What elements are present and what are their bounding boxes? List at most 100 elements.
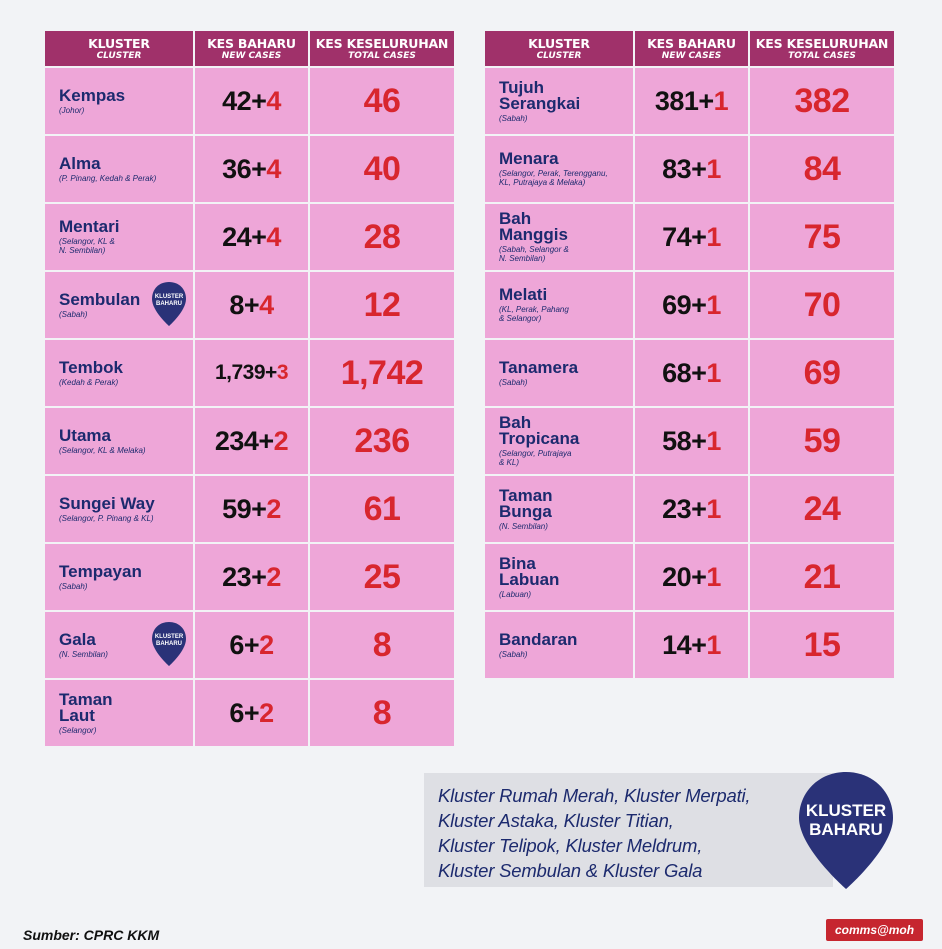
- header-total-cases-sublabel: TOTAL CASES: [788, 50, 856, 61]
- new-cases-cell: 23+1: [635, 476, 748, 542]
- cluster-region: (Selangor, KL & N. Sembilan): [59, 237, 115, 255]
- cluster-row: Bah Manggis (Sabah, Selangor & N. Sembila…: [485, 204, 894, 270]
- new-cases-increment: 3: [276, 361, 289, 384]
- total-cases-cell: 25: [310, 544, 454, 610]
- new-cases-increment: 4: [266, 85, 281, 116]
- total-cases-value: 236: [354, 421, 410, 460]
- new-cases-base: 58+: [662, 425, 707, 456]
- total-cases-cell: 84: [750, 136, 894, 202]
- pin-line: BAHARU: [156, 641, 182, 647]
- total-cases-value: 8: [372, 693, 392, 732]
- cluster-row: Mentari (Selangor, KL & N. Sembilan) 24+4 2…: [45, 204, 454, 270]
- cluster-cell: Sembulan (Sabah) KLUSTER BAHARU: [45, 272, 193, 338]
- left-table-body: Kempas (Johor) 42+4 46 Alma (P. Pinang, Kedah…: [45, 68, 454, 746]
- new-cases-cell: 83+1: [635, 136, 748, 202]
- cluster-name: Bandaran: [499, 629, 578, 649]
- cluster-cell: Tembok (Kedah & Perak): [45, 340, 193, 406]
- total-cases-value: 24: [803, 489, 841, 528]
- new-cases-increment: 2: [259, 697, 274, 728]
- total-cases-value: 84: [803, 149, 841, 188]
- left-cluster-table: KLUSTER CLUSTER KES BAHARU NEW CASES KES K…: [43, 29, 456, 748]
- total-cases-value: 15: [803, 625, 841, 664]
- note-line: Kluster Rumah Merah, Kluster Merpati,: [438, 785, 751, 806]
- cluster-row: Sembulan (Sabah) KLUSTER BAHARU 8+4 12: [45, 272, 454, 338]
- total-cases-value: 69: [803, 353, 841, 392]
- cluster-region: (Sabah): [59, 581, 88, 591]
- total-cases-value: 28: [363, 217, 401, 256]
- cluster-row: Menara (Selangor, Perak, Terengganu, KL, …: [485, 136, 894, 202]
- total-cases-cell: 1,742: [310, 340, 454, 406]
- new-cases-cell: 68+1: [635, 340, 748, 406]
- total-cases-cell: 15: [750, 612, 894, 678]
- new-cases-value: 6+2: [229, 697, 274, 728]
- new-cases-base: 14+: [662, 629, 707, 660]
- cluster-row: Utama (Selangor, KL & Melaka) 234+2 236: [45, 408, 454, 474]
- cluster-row: Melati (KL, Perak, Pahang & Selangor) 69+1…: [485, 272, 894, 338]
- cluster-region: (Selangor, Perak, Terengganu, KL, Putraj…: [499, 169, 608, 187]
- total-cases-value: 21: [803, 557, 841, 596]
- header-cluster-sublabel: CLUSTER: [96, 50, 142, 61]
- cluster-cell: Bah Tropicana (Selangor, Putrajaya & KL): [485, 408, 633, 474]
- new-cases-cell: 58+1: [635, 408, 748, 474]
- new-cases-cell: 23+2: [195, 544, 308, 610]
- right-cluster-table: KLUSTER CLUSTER KES BAHARU NEW CASES KES K…: [483, 29, 896, 680]
- total-cases-cell: 46: [310, 68, 454, 134]
- total-cases-cell: 75: [750, 204, 894, 270]
- new-cases-base: 42+: [222, 85, 267, 116]
- total-cases-value: 12: [363, 285, 401, 324]
- header-total-cases: KES KESELURUHAN TOTAL CASES: [750, 31, 894, 66]
- new-cases-increment: 1: [706, 493, 721, 524]
- header-total-cases-label: KES KESELURUHAN: [315, 35, 449, 51]
- cluster-name: Tembok: [59, 357, 123, 377]
- new-cases-value: 36+4: [222, 154, 281, 184]
- new-cases-increment: 1: [706, 561, 721, 592]
- new-cases-value: 74+1: [662, 222, 721, 252]
- big-pin-line: KLUSTER: [806, 801, 886, 820]
- new-cases-cell: 42+4: [195, 68, 308, 134]
- note-line: Kluster Telipok, Kluster Meldrum,: [438, 835, 703, 856]
- header-cluster-label: KLUSTER: [88, 35, 150, 51]
- new-cases-cell: 24+4: [195, 204, 308, 270]
- new-cases-value: 69+1: [662, 290, 721, 320]
- header-total-cases-sublabel: TOTAL CASES: [348, 50, 416, 61]
- cluster-cell: Kempas (Johor): [45, 68, 193, 134]
- new-cases-value: 59+2: [222, 494, 281, 524]
- cluster-row: Tembok (Kedah & Perak) 1,739+3 1,742: [45, 340, 454, 406]
- cluster-row: Alma (P. Pinang, Kedah & Perak) 36+4 40: [45, 136, 454, 202]
- header-new-cases: KES BAHARU NEW CASES: [635, 31, 748, 66]
- header-cluster-label: KLUSTER: [528, 35, 590, 51]
- new-cases-value: 8+4: [229, 289, 274, 320]
- total-cases-cell: 28: [310, 204, 454, 270]
- cluster-name: Melati: [499, 285, 548, 304]
- cluster-cell: Tempayan (Sabah): [45, 544, 193, 610]
- cluster-region: (Kedah & Perak): [59, 377, 119, 387]
- cluster-name: Sungei Way: [59, 493, 155, 513]
- cluster-cell: Mentari (Selangor, KL & N. Sembilan): [45, 204, 193, 270]
- new-cases-increment: 1: [706, 153, 721, 184]
- cluster-cell: Gala (N. Sembilan) KLUSTER BAHARU: [45, 612, 193, 678]
- new-cases-base: 8+: [229, 289, 260, 320]
- table-header-row: KLUSTER CLUSTER KES BAHARU NEW CASES KES K…: [45, 31, 454, 66]
- cluster-region: (KL, Perak, Pahang & Selangor): [499, 305, 569, 323]
- new-cases-increment: 1: [706, 357, 721, 388]
- new-cases-base: 23+: [222, 561, 267, 592]
- cluster-row: Bandaran (Sabah) 14+1 15: [485, 612, 894, 678]
- new-cases-base: 381+: [654, 85, 714, 116]
- new-cases-increment: 1: [706, 221, 721, 252]
- new-clusters-note-text: Kluster Rumah Merah, Kluster Merpati, Kl…: [438, 783, 798, 883]
- cluster-row: Tanamera (Sabah) 68+1 69: [485, 340, 894, 406]
- new-cases-base: 69+: [662, 289, 707, 320]
- total-cases-cell: 40: [310, 136, 454, 202]
- cluster-name: Kempas: [59, 85, 126, 105]
- cluster-region: (N. Sembilan): [59, 649, 108, 659]
- cluster-row: Tempayan (Sabah) 23+2 25: [45, 544, 454, 610]
- total-cases-value: 8: [372, 625, 392, 664]
- cluster-row: Taman Bunga (N. Sembilan) 23+1 24: [485, 476, 894, 542]
- new-cases-value: 14+1: [662, 630, 721, 660]
- cluster-region: (Selangor, P. Pinang & KL): [59, 513, 154, 523]
- cluster-name: Bah Tropicana: [499, 413, 580, 448]
- new-cases-value: 68+1: [662, 358, 721, 388]
- cluster-region: (Sabah, Selangor & N. Sembilan): [499, 245, 569, 263]
